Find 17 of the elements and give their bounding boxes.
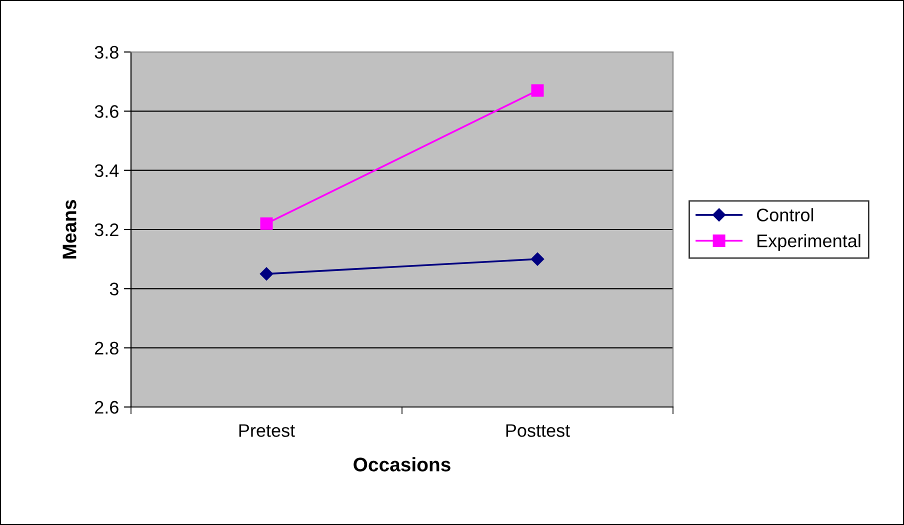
y-tick-label: 2.8 xyxy=(95,342,118,355)
x-tick-label: Posttest xyxy=(506,424,570,437)
y-tick-label: 3.2 xyxy=(94,223,118,236)
y-tick-label: 2.6 xyxy=(95,400,118,414)
y-axis-title: Means xyxy=(62,200,76,258)
point xyxy=(531,84,544,97)
y-tick-label: 3.6 xyxy=(94,105,118,118)
x-tick-label: Pretest xyxy=(239,424,295,437)
x-axis-title: Occasions xyxy=(354,457,450,472)
y-tick-label: 3.4 xyxy=(94,164,119,178)
point xyxy=(260,267,274,280)
legend-label: Experimental xyxy=(758,234,860,251)
point xyxy=(530,252,544,266)
y-tick-label: 3 xyxy=(110,282,118,296)
legend-label: Control xyxy=(756,208,814,222)
y-tick-label: 3.8 xyxy=(94,46,118,59)
point xyxy=(260,217,273,230)
